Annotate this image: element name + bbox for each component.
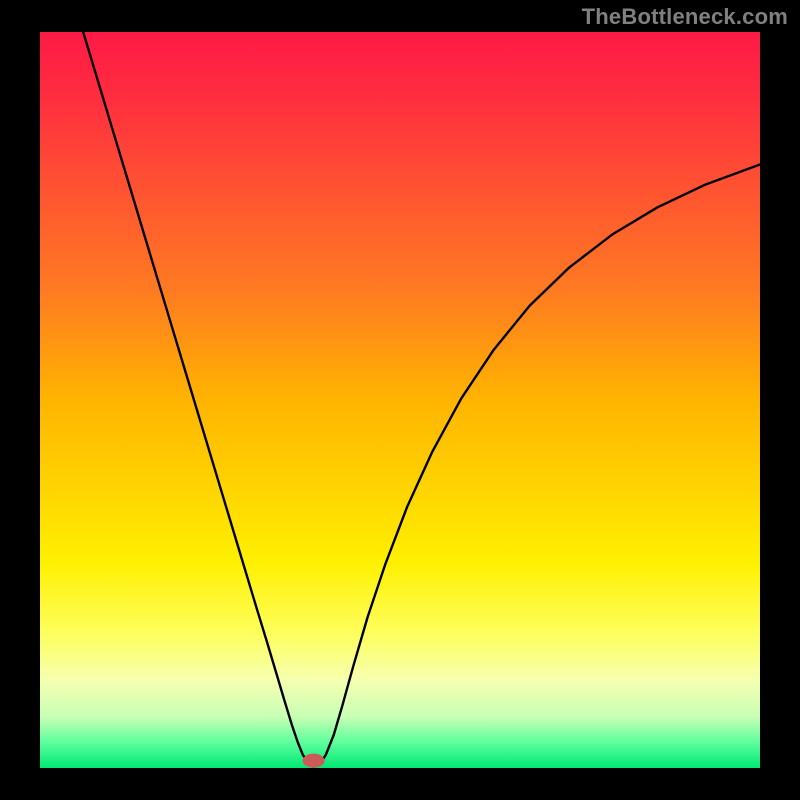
chart-background-gradient [40, 32, 760, 768]
chart-container: TheBottleneck.com [0, 0, 800, 800]
watermark-text: TheBottleneck.com [582, 4, 788, 30]
minimum-marker [303, 754, 325, 768]
bottleneck-chart [40, 32, 760, 768]
